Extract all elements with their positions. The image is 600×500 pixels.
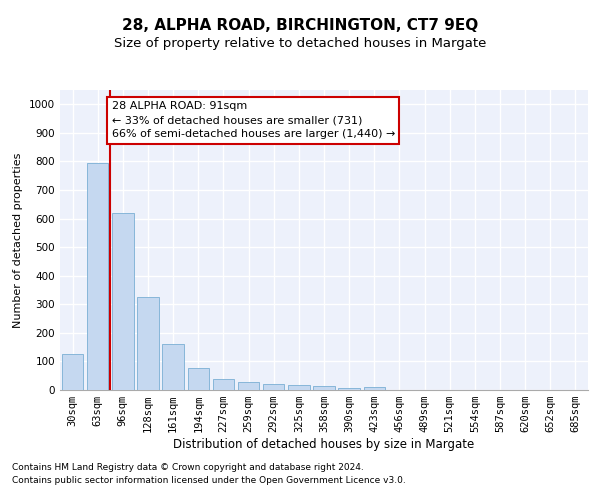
Text: 28 ALPHA ROAD: 91sqm
← 33% of detached houses are smaller (731)
66% of semi-deta: 28 ALPHA ROAD: 91sqm ← 33% of detached h… bbox=[112, 102, 395, 140]
Bar bbox=[213, 378, 234, 390]
Bar bbox=[338, 388, 360, 390]
Text: Contains HM Land Registry data © Crown copyright and database right 2024.: Contains HM Land Registry data © Crown c… bbox=[12, 464, 364, 472]
Text: Size of property relative to detached houses in Margate: Size of property relative to detached ho… bbox=[114, 38, 486, 51]
Y-axis label: Number of detached properties: Number of detached properties bbox=[13, 152, 23, 328]
Bar bbox=[112, 213, 134, 390]
Bar bbox=[87, 163, 109, 390]
Bar bbox=[137, 297, 158, 390]
Bar bbox=[238, 382, 259, 390]
Bar bbox=[313, 386, 335, 390]
Bar bbox=[62, 354, 83, 390]
Text: 28, ALPHA ROAD, BIRCHINGTON, CT7 9EQ: 28, ALPHA ROAD, BIRCHINGTON, CT7 9EQ bbox=[122, 18, 478, 32]
Bar bbox=[188, 368, 209, 390]
Text: Contains public sector information licensed under the Open Government Licence v3: Contains public sector information licen… bbox=[12, 476, 406, 485]
X-axis label: Distribution of detached houses by size in Margate: Distribution of detached houses by size … bbox=[173, 438, 475, 451]
Bar bbox=[163, 344, 184, 390]
Bar bbox=[263, 384, 284, 390]
Bar bbox=[288, 386, 310, 390]
Bar bbox=[364, 387, 385, 390]
